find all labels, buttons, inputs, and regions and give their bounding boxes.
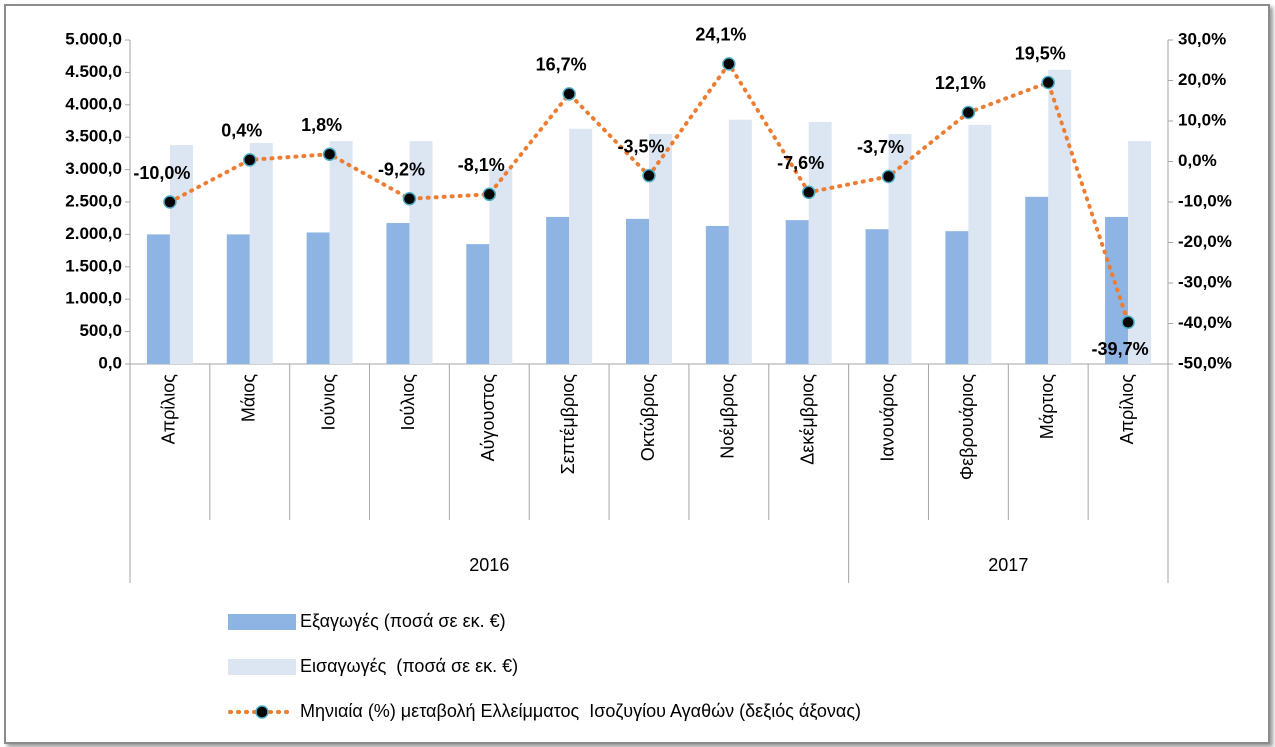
marker xyxy=(482,187,497,202)
y2-tick-label: -50,0% xyxy=(1178,353,1232,372)
x-tick-label: Ιανουάριος xyxy=(877,374,897,462)
bar xyxy=(546,216,570,364)
bar xyxy=(1048,69,1072,365)
data-label: -3,5% xyxy=(617,136,664,156)
y-tick-label: 4.000,0 xyxy=(65,94,122,113)
x-tick-label: Νοέμβριος xyxy=(718,374,738,459)
x-tick-label: Μάιος xyxy=(239,374,259,422)
marker xyxy=(642,168,656,183)
bar xyxy=(945,231,969,364)
marker xyxy=(243,153,257,167)
y2-tick-label: -20,0% xyxy=(1178,232,1232,251)
y-tick-label: 5.000,0 xyxy=(65,29,122,48)
data-label: -10,0% xyxy=(133,163,190,183)
y2-tick-label: 30,0% xyxy=(1178,29,1226,48)
bar xyxy=(466,244,490,364)
bar xyxy=(386,223,410,364)
y-tick-label: 1.000,0 xyxy=(65,289,122,308)
legend-swatch xyxy=(228,659,296,675)
y-tick-label: 4.500,0 xyxy=(65,62,122,81)
y-tick-label: 1.500,0 xyxy=(65,256,122,275)
data-label: 19,5% xyxy=(1015,43,1066,63)
x-tick-label: Απρίλιος xyxy=(1117,374,1137,445)
y-tick-label: 500,0 xyxy=(79,321,122,340)
data-label: 1,8% xyxy=(301,115,342,135)
bar xyxy=(785,220,809,364)
y-tick-label: 3.500,0 xyxy=(65,127,122,146)
bar xyxy=(329,141,353,364)
bar xyxy=(306,232,330,364)
y2-tick-label: 0,0% xyxy=(1178,151,1217,170)
marker xyxy=(881,169,896,184)
x-tick-label: Οκτώβριος xyxy=(638,374,658,462)
marker xyxy=(1041,75,1055,90)
y2-tick-label: -10,0% xyxy=(1178,191,1232,210)
bar xyxy=(626,218,649,364)
marker xyxy=(801,185,816,200)
legend-label: Εισαγωγές (ποσά σε εκ. €) xyxy=(300,656,518,676)
x-tick-label: Απρίλιος xyxy=(159,374,179,445)
x-tick-label: Δεκέμβριος xyxy=(797,374,817,465)
data-label: 24,1% xyxy=(695,25,746,45)
bar xyxy=(865,229,889,364)
data-label: -39,7% xyxy=(1092,339,1149,359)
x-tick-label: Μάρτιος xyxy=(1037,374,1057,440)
marker xyxy=(562,87,576,101)
data-label: -3,7% xyxy=(857,137,904,157)
marker xyxy=(163,195,177,209)
marker xyxy=(322,147,337,161)
bar xyxy=(705,225,729,364)
y-tick-label: 3.000,0 xyxy=(65,159,122,178)
bar xyxy=(728,119,752,364)
bar xyxy=(489,168,513,364)
bar xyxy=(569,128,593,364)
x-tick-label: Ιούλιος xyxy=(398,374,418,431)
y2-tick-label: -40,0% xyxy=(1178,313,1232,332)
y-tick-label: 0,0 xyxy=(98,353,122,372)
x-tick-label: Αύγουστος xyxy=(478,374,498,462)
bar xyxy=(1128,141,1152,364)
marker xyxy=(961,105,976,120)
bar xyxy=(649,133,672,364)
data-label: 0,4% xyxy=(221,121,262,141)
data-label: -7,6% xyxy=(777,153,824,173)
legend-label: Μηνιαία (%) μεταβολή Ελλείμματος Ισοζυγί… xyxy=(300,701,861,721)
y-tick-label: 2.500,0 xyxy=(65,191,122,210)
bar xyxy=(146,234,170,364)
x-tick-label: Σεπτέμβριος xyxy=(558,374,578,475)
group-label: 2016 xyxy=(469,555,509,575)
marker xyxy=(1121,315,1135,330)
y2-tick-label: -30,0% xyxy=(1178,272,1232,291)
data-label: -8,1% xyxy=(458,155,505,175)
y2-tick-label: 10,0% xyxy=(1178,110,1226,129)
data-label: 16,7% xyxy=(536,55,587,75)
legend-swatch xyxy=(228,614,296,630)
bar xyxy=(1025,196,1049,364)
bar xyxy=(226,234,250,364)
marker xyxy=(402,192,417,206)
legend-marker xyxy=(255,705,269,719)
marker xyxy=(722,57,736,71)
x-tick-label: Ιούνιος xyxy=(318,374,338,431)
x-tick-label: Φεβρουάριος xyxy=(957,374,977,480)
group-label: 2017 xyxy=(988,555,1028,575)
data-label: 12,1% xyxy=(935,73,986,93)
y-tick-label: 2.000,0 xyxy=(65,224,122,243)
bar xyxy=(888,133,912,364)
bar xyxy=(249,143,273,364)
legend-label: Εξαγωγές (ποσά σε εκ. €) xyxy=(300,611,506,631)
bar xyxy=(968,124,992,364)
bar xyxy=(808,121,832,364)
y2-tick-label: 20,0% xyxy=(1178,70,1226,89)
data-label: -9,2% xyxy=(378,160,425,180)
